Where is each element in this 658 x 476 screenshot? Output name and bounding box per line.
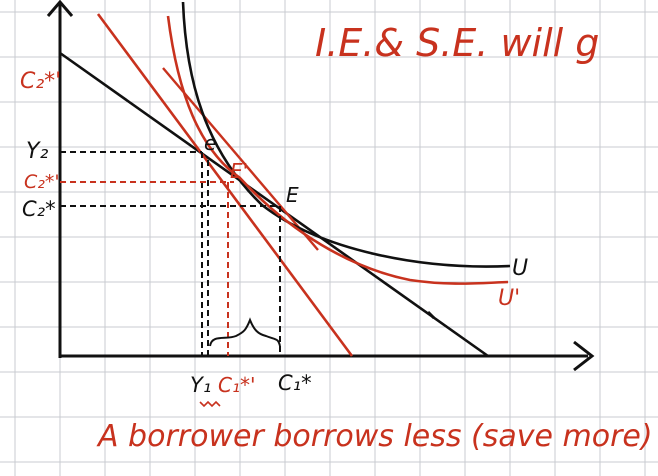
title-text: I.E.& S.E. will g — [315, 21, 599, 65]
label-y2: Y₂ — [26, 139, 48, 164]
label-curve-u-prime: U' — [498, 286, 520, 311]
label-point-e-prime: E' — [230, 159, 248, 183]
brace-annotation — [209, 317, 281, 347]
caption-text: A borrower borrows less (save more) — [96, 419, 653, 454]
y-axis-arrowhead — [46, 0, 74, 17]
label-c2-star-prime: C₂*' — [20, 69, 61, 94]
label-curve-u: U — [512, 256, 528, 281]
label-point-e: e — [204, 131, 216, 155]
label-c1-star: C₁* — [278, 371, 312, 395]
label-y1: Y₁ — [190, 373, 211, 397]
label-c2-star: C₂* — [22, 197, 56, 221]
new-budget-line — [96, 13, 354, 357]
label-point-E: E — [286, 183, 299, 207]
y1-underline-squiggle — [199, 400, 221, 408]
x-axis-arrowhead — [573, 340, 595, 372]
label-c1-star-prime: C₁*' — [218, 373, 255, 397]
indifference-curve-u-prime — [166, 15, 509, 285]
original-budget-line — [59, 51, 489, 358]
label-c2-star-prime-mid: C₂*' — [24, 171, 60, 193]
compensated-budget-line — [162, 67, 319, 251]
tick-mark — [426, 310, 436, 320]
